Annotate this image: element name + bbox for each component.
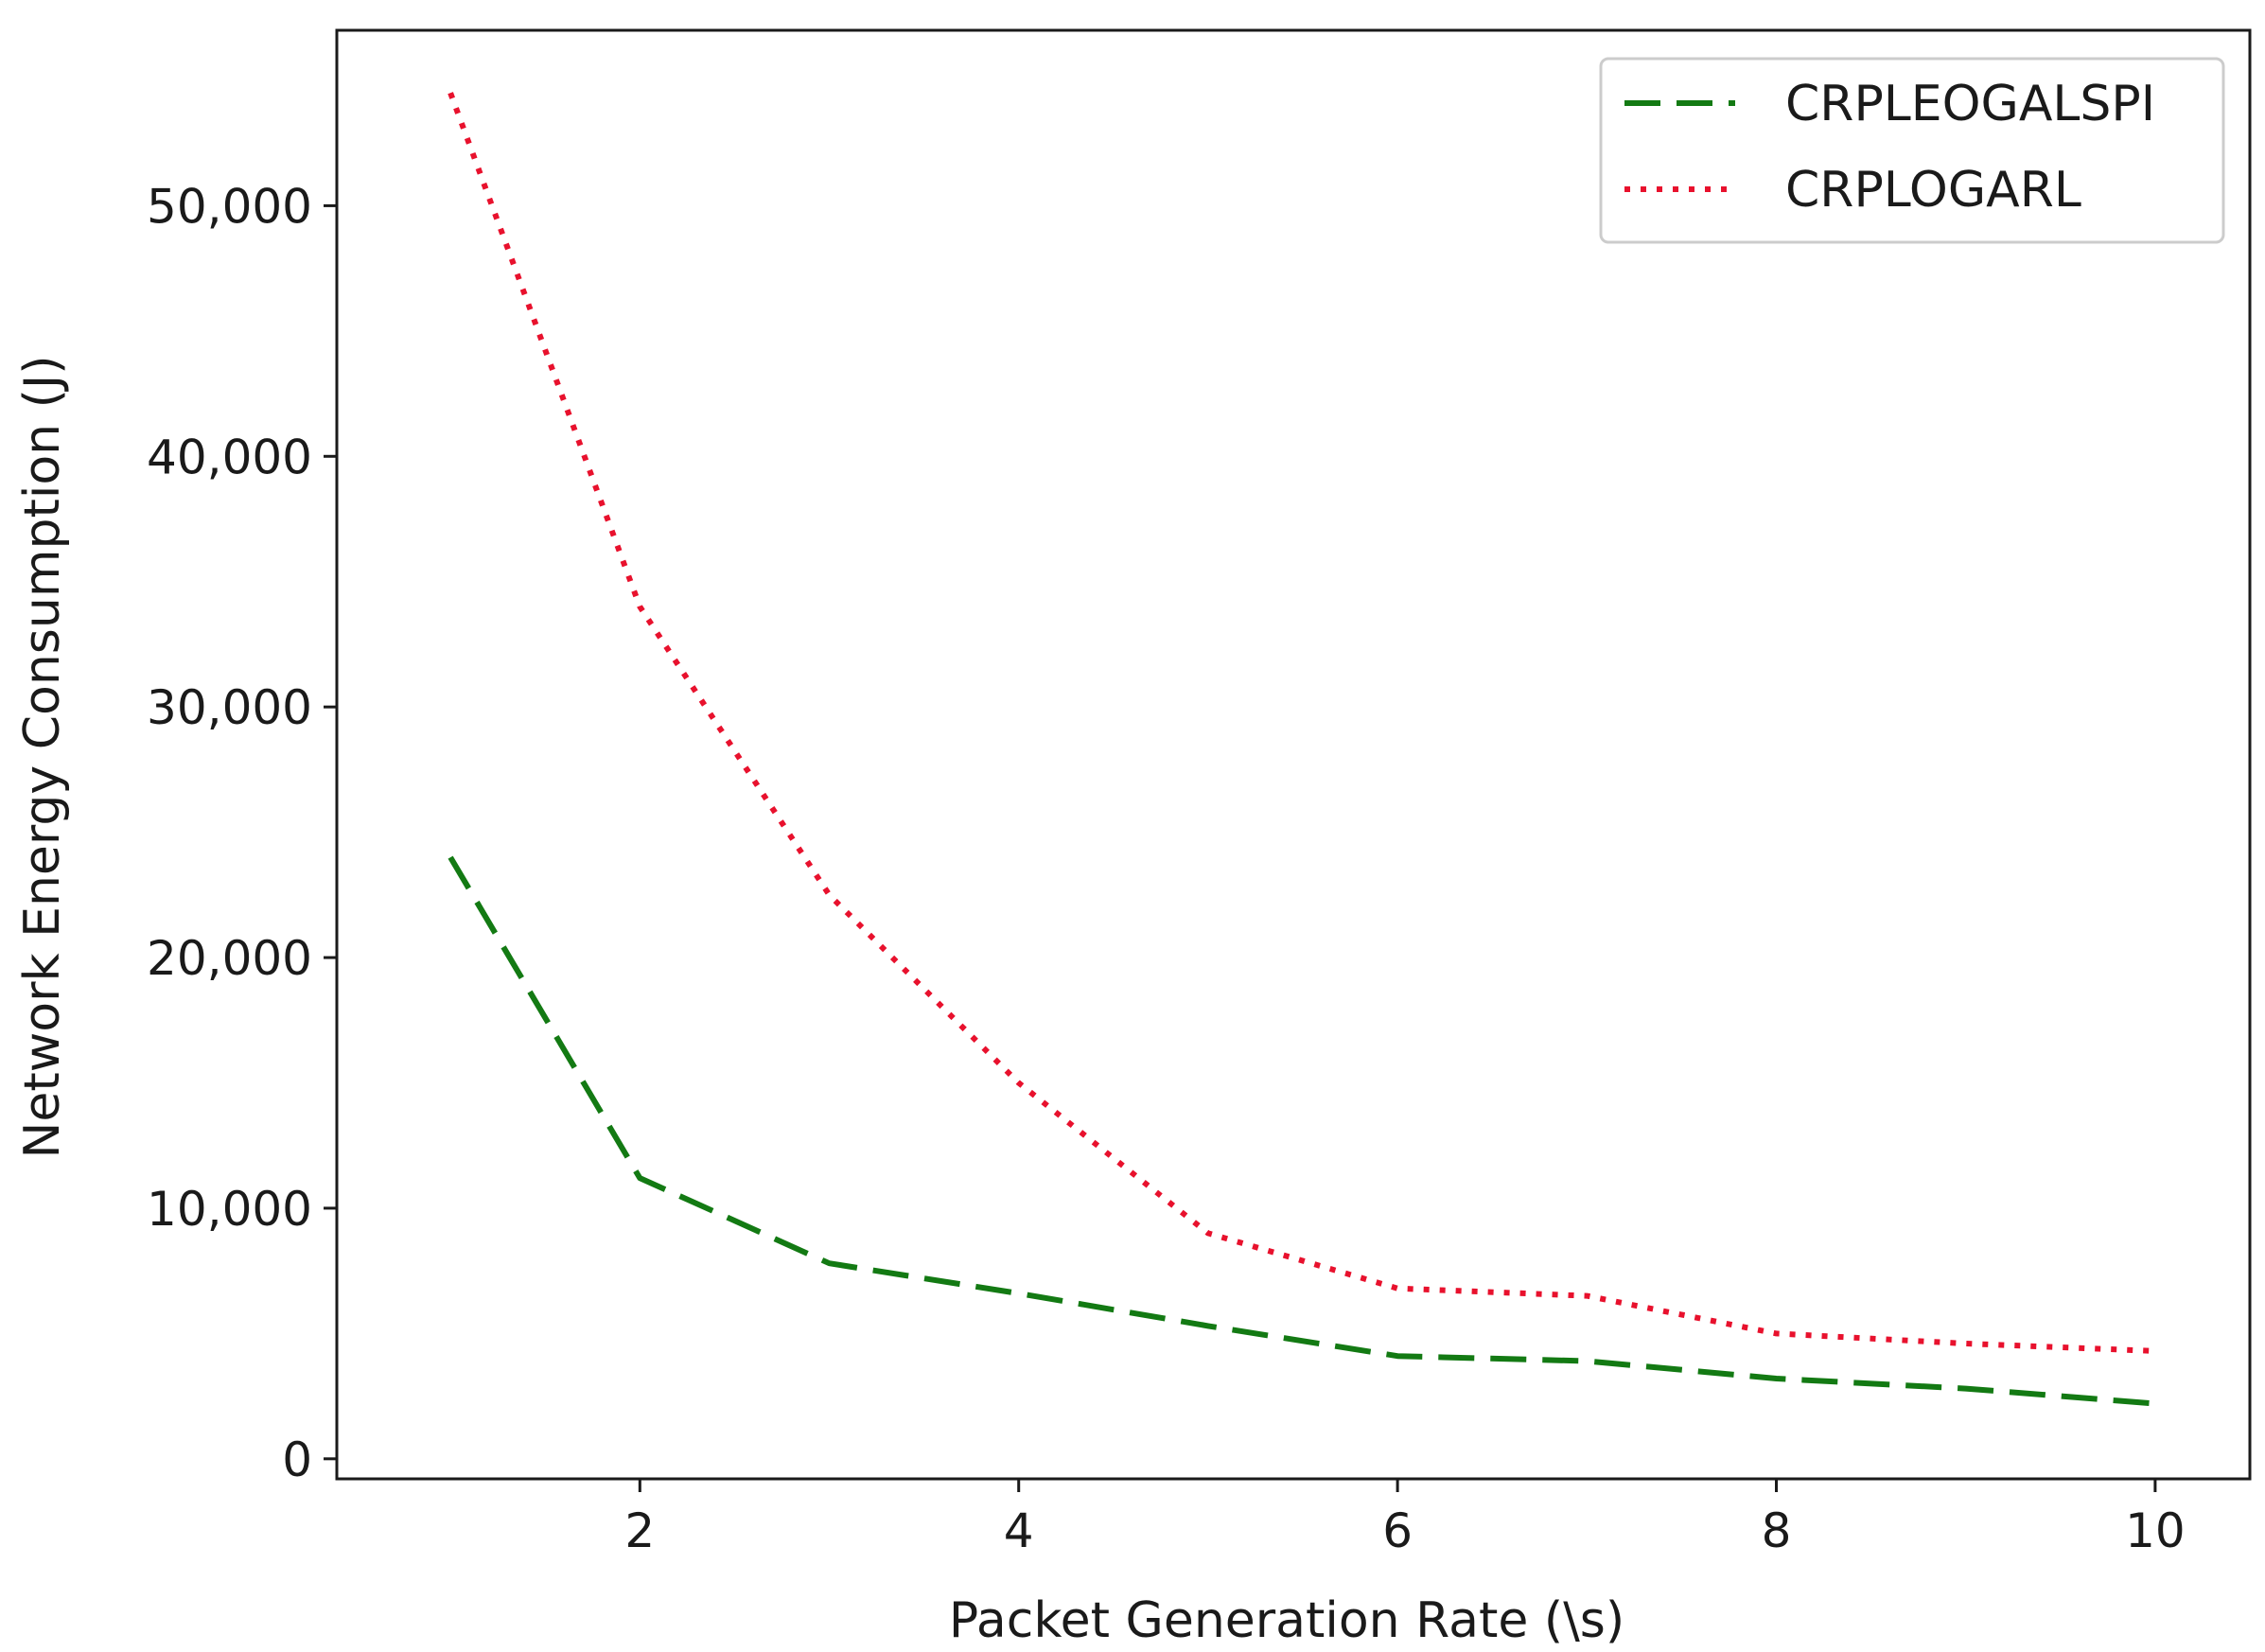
x-tick-label-0: 2 xyxy=(624,1503,655,1558)
y-axis-label: Network Energy Consumption (J) xyxy=(14,355,71,1158)
data-point-crpleogalspi-1 xyxy=(637,1175,642,1181)
plot-frame xyxy=(335,28,2252,1481)
y-tick-label-3: 30,000 xyxy=(147,680,312,735)
data-point-crplogarl-2 xyxy=(827,892,833,898)
legend-label-crplogarl: CRPLOGARL xyxy=(1785,162,2081,219)
legend: CRPLEOGALSPI CRPLOGARL xyxy=(1599,57,2225,244)
data-point-crplogarl-3 xyxy=(1016,1081,1022,1086)
x-axis-label: Packet Generation Rate (\s) xyxy=(949,1592,1624,1648)
data-point-crpleogalspi-3 xyxy=(1016,1291,1022,1296)
x-tick-label-3: 8 xyxy=(1762,1503,1792,1558)
data-point-crplogarl-7 xyxy=(1774,1330,1780,1336)
series-line-crplogarl xyxy=(448,92,2156,1354)
x-tick-label-2: 6 xyxy=(1382,1503,1413,1558)
x-tick-label-1: 4 xyxy=(1004,1503,1034,1558)
legend-box xyxy=(1599,57,2225,244)
data-point-crpleogalspi-8 xyxy=(1963,1386,1969,1392)
data-point-crpleogalspi-4 xyxy=(1205,1323,1211,1328)
x-tick-label-4: 10 xyxy=(2125,1503,2186,1558)
data-point-crpleogalspi-6 xyxy=(1584,1359,1589,1364)
series-layer xyxy=(448,90,2158,1407)
y-tick-label-1: 10,000 xyxy=(147,1182,312,1237)
y-tick-label-4: 40,000 xyxy=(147,430,312,484)
data-point-crpleogalspi-5 xyxy=(1395,1353,1400,1359)
legend-label-crpleogalspi: CRPLEOGALSPI xyxy=(1785,76,2155,132)
data-point-crpleogalspi-0 xyxy=(448,854,453,860)
data-point-crpleogalspi-7 xyxy=(1774,1376,1780,1381)
data-point-crplogarl-0 xyxy=(448,90,453,96)
data-point-crplogarl-5 xyxy=(1395,1286,1400,1292)
y-tick-label-5: 50,000 xyxy=(147,179,312,234)
series-line-crpleogalspi xyxy=(448,855,2156,1407)
y-tick-label-0: 0 xyxy=(282,1432,312,1487)
data-point-crplogarl-8 xyxy=(1963,1341,1969,1346)
data-point-crplogarl-4 xyxy=(1205,1230,1211,1236)
data-point-crplogarl-6 xyxy=(1584,1293,1589,1299)
data-point-crpleogalspi-2 xyxy=(827,1260,833,1266)
y-tick-label-2: 20,000 xyxy=(147,931,312,986)
data-point-crplogarl-1 xyxy=(637,604,642,609)
axes-layer: 2 4 6 8 10 0 10,000 20,000 30,000 40,000 50,000 xyxy=(147,28,2252,1558)
data-point-crplogarl-9 xyxy=(2152,1348,2158,1354)
data-point-crpleogalspi-9 xyxy=(2152,1401,2158,1407)
